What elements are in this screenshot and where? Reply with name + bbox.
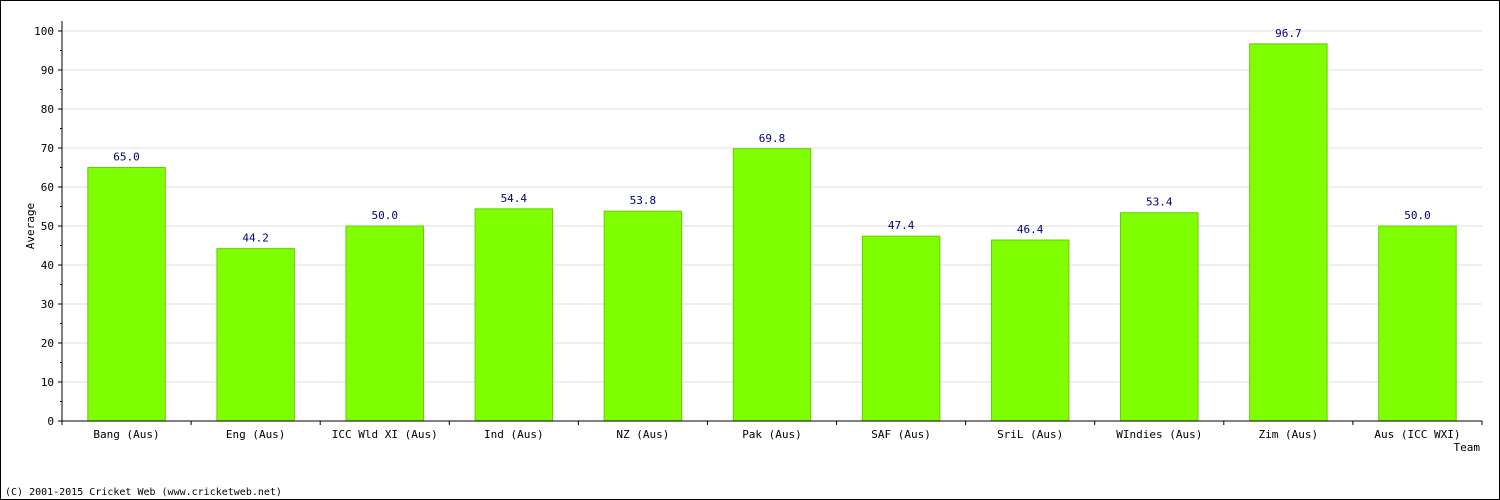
bar-value-label: 54.4 xyxy=(501,192,528,205)
bar xyxy=(990,239,1070,422)
y-tick-label: 80 xyxy=(41,103,54,116)
bar xyxy=(1249,43,1328,422)
bar-value-label: 50.0 xyxy=(371,209,398,222)
bar xyxy=(1120,212,1199,422)
y-tick-label: 10 xyxy=(41,376,54,389)
y-tick-label: 60 xyxy=(41,181,54,194)
x-tick-label: Bang (Aus) xyxy=(93,428,159,441)
bar xyxy=(474,208,554,422)
y-axis-title: Average xyxy=(24,203,37,249)
x-tick-label: Zim (Aus) xyxy=(1259,428,1319,441)
bar-value-label: 96.7 xyxy=(1275,27,1302,40)
bars xyxy=(87,43,1457,422)
bar-value-label: 44.2 xyxy=(242,232,269,245)
y-tick-label: 40 xyxy=(41,259,54,272)
x-tick-label: ICC Wld XI (Aus) xyxy=(332,428,438,441)
bar-value-label: 50.0 xyxy=(1404,209,1431,222)
bar xyxy=(216,248,295,422)
x-tick-label: SriL (Aus) xyxy=(997,428,1063,441)
y-tick-label: 50 xyxy=(41,220,54,233)
y-tick-label: 100 xyxy=(34,25,54,38)
y-tick-label: 70 xyxy=(41,142,54,155)
bar-value-label: 69.8 xyxy=(759,132,786,145)
y-tick-label: 30 xyxy=(41,298,54,311)
x-tick-label: Ind (Aus) xyxy=(484,428,544,441)
x-tick-label: Aus (ICC WXI) xyxy=(1374,428,1460,441)
y-tick-labels: 0 10 20 30 40 50 60 70 80 90 100 xyxy=(34,25,62,428)
y-tick-label: 0 xyxy=(47,415,54,428)
bar-value-label: 53.4 xyxy=(1146,196,1173,209)
bar xyxy=(345,225,424,422)
bar xyxy=(603,210,683,422)
bar-value-label: 53.8 xyxy=(630,194,657,207)
bar xyxy=(732,148,812,422)
bar xyxy=(861,235,941,422)
x-tick-label: WIndies (Aus) xyxy=(1116,428,1202,441)
copyright-notice: (C) 2001-2015 Cricket Web (www.cricketwe… xyxy=(5,487,282,498)
bar xyxy=(87,167,166,422)
bar-value-label: 65.0 xyxy=(113,151,140,164)
x-tick-label: Eng (Aus) xyxy=(226,428,286,441)
x-tick-labels: Bang (Aus) Eng (Aus) ICC Wld XI (Aus) Ind (… xyxy=(61,421,1483,441)
x-tick-label: NZ (Aus) xyxy=(616,428,669,441)
bar-value-label: 46.4 xyxy=(1017,223,1044,236)
x-axis-title: Team xyxy=(1454,441,1481,454)
x-tick-label: SAF (Aus) xyxy=(871,428,931,441)
bar-value-label: 47.4 xyxy=(888,219,915,232)
value-labels: 65.0 44.2 50.0 54.4 53.8 69.8 47.4 46.4 53.4 96.7… xyxy=(113,27,1430,245)
axes xyxy=(61,21,1482,422)
y-tick-label: 20 xyxy=(41,337,54,350)
y-tick-label: 90 xyxy=(41,64,54,77)
bar xyxy=(1378,225,1457,422)
x-tick-label: Pak (Aus) xyxy=(742,428,802,441)
